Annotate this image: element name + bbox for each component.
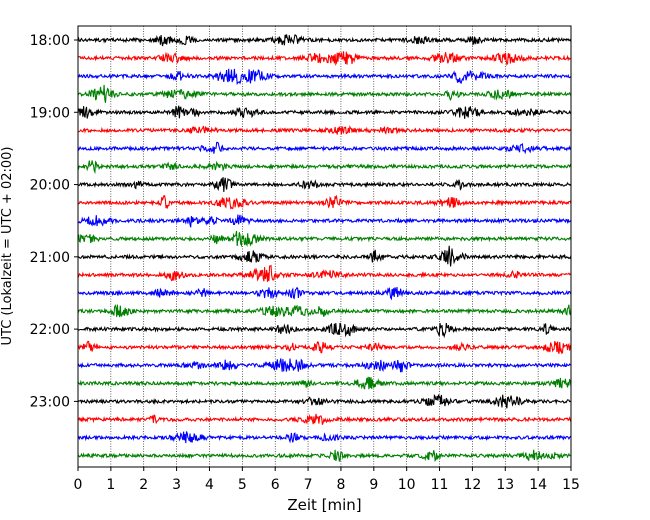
plot-frame xyxy=(77,25,572,468)
x-tick-label-10: 10 xyxy=(398,477,416,493)
trace-2200 xyxy=(77,322,572,339)
trace-2330 xyxy=(77,431,572,444)
trace-1830 xyxy=(78,68,572,86)
trace-1945 xyxy=(77,160,572,175)
trace-2100 xyxy=(77,245,572,267)
trace-2315 xyxy=(77,413,572,425)
trace-2300 xyxy=(77,394,572,409)
trace-2015 xyxy=(77,194,572,210)
y-tick-label-20:00: 20:00 xyxy=(30,178,70,194)
y-axis-label: UTC (Lokalzeit = UTC + 02:00) xyxy=(0,147,15,346)
x-axis-label: Zeit [min] xyxy=(287,496,361,514)
x-tick-label-1: 1 xyxy=(106,477,115,493)
trace-1900 xyxy=(77,105,572,119)
x-tick-label-6: 6 xyxy=(271,477,280,493)
trace-1815 xyxy=(77,51,571,67)
x-tick-label-2: 2 xyxy=(139,477,148,493)
trace-1915 xyxy=(77,125,572,135)
x-tick-label-13: 13 xyxy=(496,477,514,493)
y-tick-label-22:00: 22:00 xyxy=(30,322,70,338)
trace-2230 xyxy=(77,358,572,373)
trace-2345 xyxy=(77,449,572,463)
x-tick-label-0: 0 xyxy=(74,477,83,493)
trace-2030 xyxy=(77,214,572,228)
x-tick-label-11: 11 xyxy=(431,477,449,493)
x-tick-label-7: 7 xyxy=(304,477,313,493)
trace-1930 xyxy=(77,141,572,155)
x-tick-label-3: 3 xyxy=(172,477,181,493)
x-tick-label-4: 4 xyxy=(205,477,214,493)
x-axis-ticks: 0 1 2 3 4 5 6 7 8 9 10 11 12 13 14 15 xyxy=(74,467,580,493)
trace-2000 xyxy=(77,177,572,192)
y-axis-ticks: 18:00 19:00 20:00 21:00 22:00 23:00 xyxy=(30,33,78,410)
x-tick-label-12: 12 xyxy=(463,477,481,493)
x-tick-label-15: 15 xyxy=(562,477,580,493)
trace-2045 xyxy=(77,230,572,248)
trace-2130 xyxy=(77,286,572,301)
trace-1845 xyxy=(77,84,571,103)
y-tick-label-21:00: 21:00 xyxy=(30,250,70,266)
y-tick-label-19:00: 19:00 xyxy=(30,105,70,121)
trace-2115 xyxy=(77,264,572,282)
trace-2245 xyxy=(77,376,572,390)
trace-2145 xyxy=(77,304,572,318)
trace-2215 xyxy=(77,340,572,355)
vertical-gridlines xyxy=(110,26,539,467)
y-tick-label-23:00: 23:00 xyxy=(30,394,70,410)
trace-1800 xyxy=(77,34,572,47)
y-tick-label-18:00: 18:00 xyxy=(30,33,70,49)
x-tick-label-9: 9 xyxy=(369,477,378,493)
seismogram-traces xyxy=(77,34,572,463)
x-tick-label-8: 8 xyxy=(336,477,345,493)
x-tick-label-5: 5 xyxy=(238,477,247,493)
x-tick-label-14: 14 xyxy=(529,477,547,493)
